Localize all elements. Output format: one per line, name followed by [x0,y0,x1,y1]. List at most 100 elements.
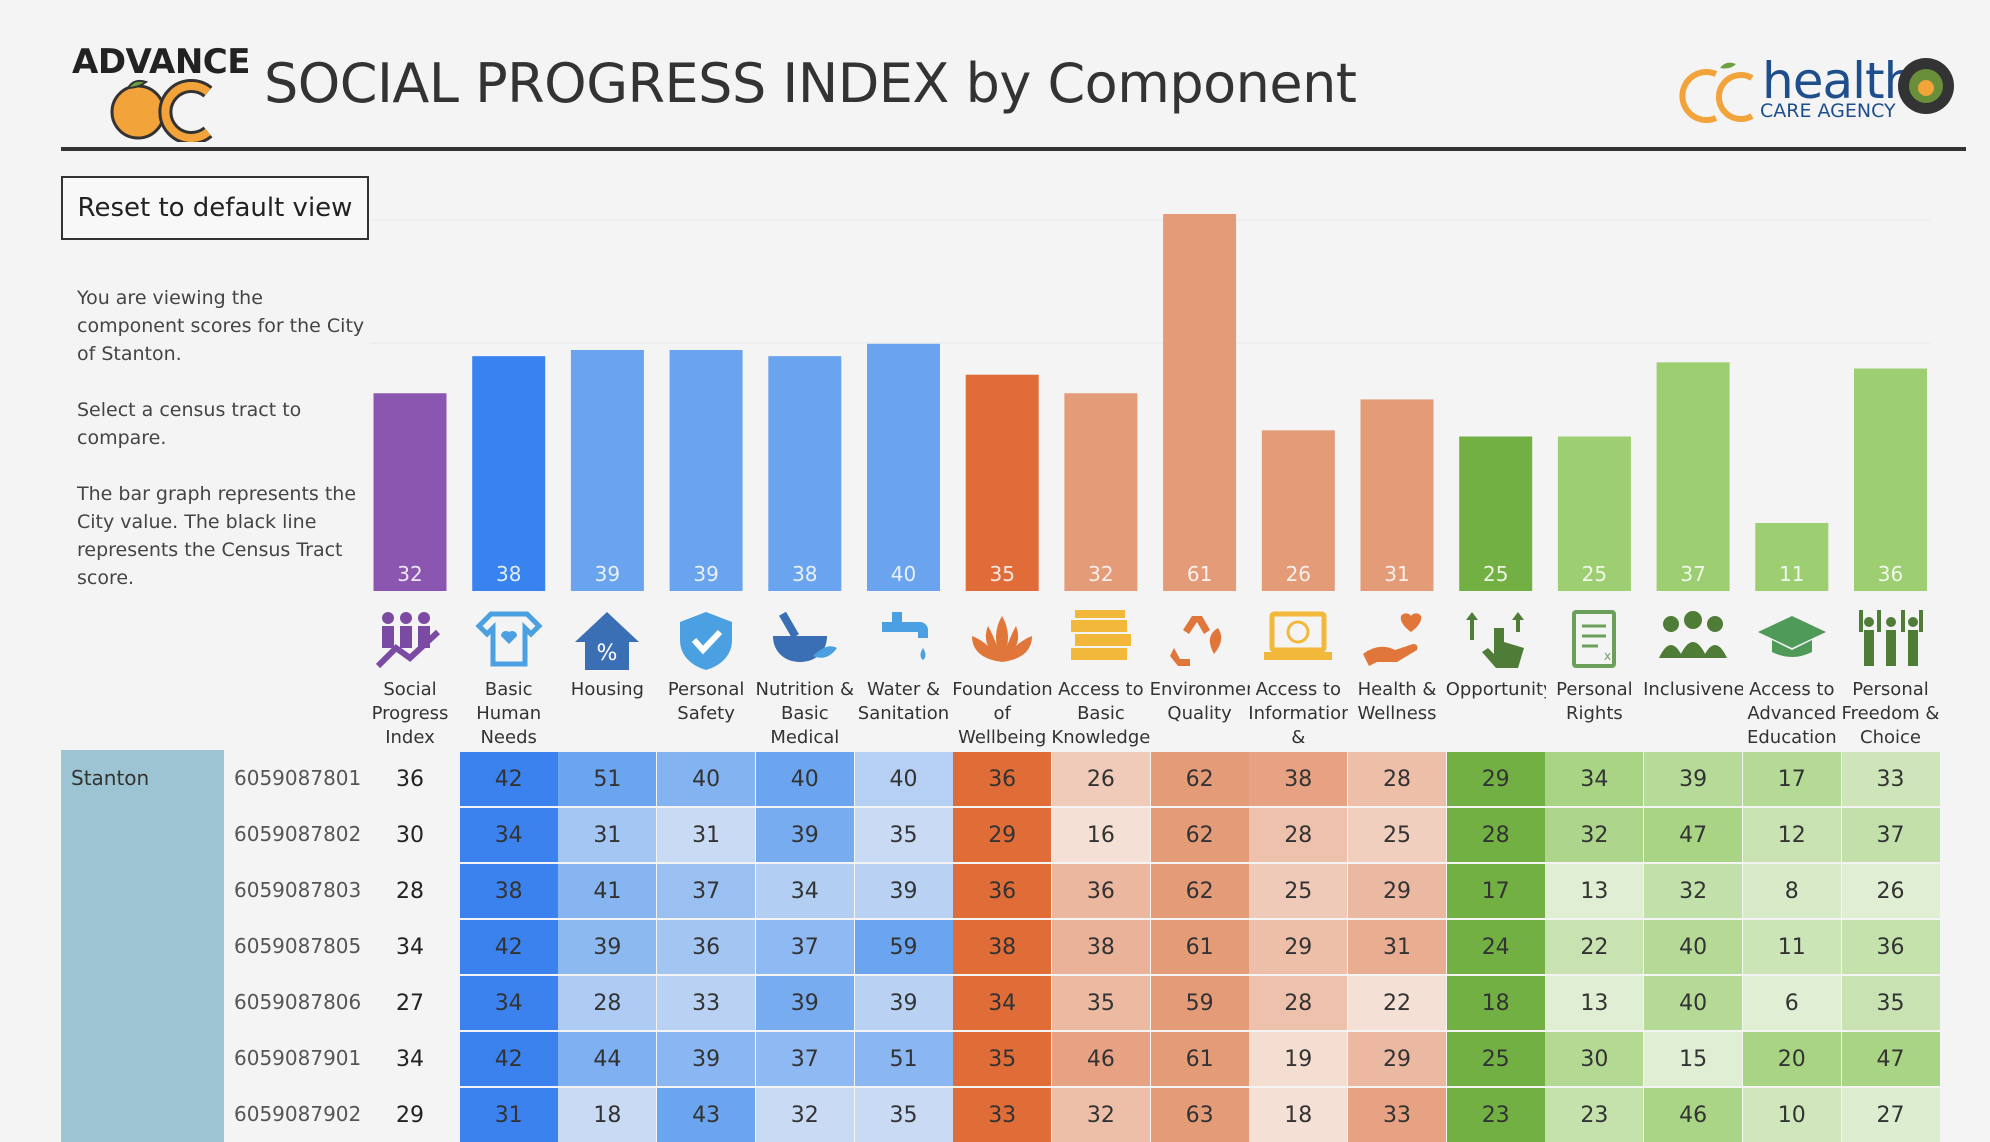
spi-value[interactable]: 27 [396,990,424,1016]
spi-value[interactable]: 34 [396,1046,424,1072]
table-cell[interactable]: 37 [1841,808,1940,862]
table-cell[interactable]: 44 [558,1032,657,1086]
table-cell[interactable]: 30 [1545,1032,1644,1086]
table-cell[interactable]: 51 [854,1032,953,1086]
table-cell[interactable]: 34 [459,976,558,1030]
bar-5[interactable] [867,343,940,591]
table-cell[interactable]: 31 [1348,920,1446,974]
table-cell[interactable]: 20 [1742,1032,1841,1086]
bar-0[interactable] [373,393,447,591]
table-cell[interactable]: 36 [953,864,1052,918]
table-cell[interactable]: 34 [755,864,854,918]
tract-id[interactable]: 6059087803 [234,878,362,902]
city-cell[interactable]: Stanton [61,750,224,1142]
table-cell[interactable]: 19 [1249,1032,1348,1086]
table-cell[interactable]: 33 [1348,1088,1446,1142]
table-cell[interactable]: 46 [1644,1088,1743,1142]
table-cell[interactable]: 32 [1545,808,1644,862]
bar-2[interactable] [570,349,644,591]
table-cell[interactable]: 61 [1150,920,1249,974]
table-cell[interactable]: 32 [1644,864,1743,918]
table-cell[interactable]: 42 [459,752,558,806]
table-cell[interactable]: 34 [459,808,558,862]
table-cell[interactable]: 40 [854,752,953,806]
bar-11[interactable] [1459,436,1533,592]
table-cell[interactable]: 37 [755,920,854,974]
table-cell[interactable]: 18 [1446,976,1545,1030]
table-cell[interactable]: 35 [1841,976,1940,1030]
table-cell[interactable]: 63 [1150,1088,1249,1142]
table-cell[interactable]: 28 [558,976,657,1030]
table-cell[interactable]: 25 [1446,1032,1545,1086]
bar-4[interactable] [768,356,842,591]
table-cell[interactable]: 26 [1841,864,1940,918]
table-cell[interactable]: 13 [1545,976,1644,1030]
table-cell[interactable]: 41 [558,864,657,918]
table-cell[interactable]: 46 [1051,1032,1150,1086]
table-cell[interactable]: 42 [459,1032,558,1086]
spi-value[interactable]: 29 [396,1102,424,1128]
table-cell[interactable]: 62 [1150,752,1249,806]
table-cell[interactable]: 29 [953,808,1052,862]
table-cell[interactable]: 38 [1051,920,1150,974]
table-cell[interactable]: 33 [657,976,756,1030]
table-cell[interactable]: 34 [1545,752,1644,806]
table-cell[interactable]: 36 [657,920,756,974]
spi-value[interactable]: 36 [396,766,424,792]
table-cell[interactable]: 39 [854,976,953,1030]
table-cell[interactable]: 51 [558,752,657,806]
table-cell[interactable]: 38 [1249,752,1348,806]
table-cell[interactable]: 59 [854,920,953,974]
table-cell[interactable]: 10 [1742,1088,1841,1142]
table-cell[interactable]: 32 [755,1088,854,1142]
bar-9[interactable] [1261,430,1335,591]
table-cell[interactable]: 18 [558,1088,657,1142]
table-cell[interactable]: 35 [953,1032,1052,1086]
tract-id[interactable]: 6059087805 [234,934,362,958]
bar-8[interactable] [1163,214,1237,591]
table-cell[interactable]: 23 [1446,1088,1545,1142]
bar-10[interactable] [1360,399,1434,591]
table-cell[interactable]: 31 [558,808,657,862]
table-cell[interactable]: 23 [1545,1088,1644,1142]
table-cell[interactable]: 28 [1249,808,1348,862]
table-cell[interactable]: 11 [1742,920,1841,974]
bar-14[interactable] [1755,523,1829,591]
table-cell[interactable]: 13 [1545,864,1644,918]
table-cell[interactable]: 28 [1348,752,1446,806]
table-cell[interactable]: 43 [657,1088,756,1142]
bar-12[interactable] [1557,436,1631,592]
table-cell[interactable]: 42 [459,920,558,974]
table-cell[interactable]: 25 [1348,808,1446,862]
table-cell[interactable]: 16 [1051,808,1150,862]
bar-3[interactable] [669,349,743,591]
table-cell[interactable]: 62 [1150,864,1249,918]
table-cell[interactable]: 22 [1348,976,1446,1030]
table-cell[interactable]: 62 [1150,808,1249,862]
table-cell[interactable]: 39 [755,808,854,862]
table-cell[interactable]: 33 [1841,752,1940,806]
table-cell[interactable]: 35 [1051,976,1150,1030]
table-cell[interactable]: 22 [1545,920,1644,974]
tract-id[interactable]: 6059087902 [234,1102,362,1126]
bar-13[interactable] [1656,362,1730,591]
table-cell[interactable]: 29 [1348,864,1446,918]
table-cell[interactable]: 37 [755,1032,854,1086]
tract-id[interactable]: 6059087901 [234,1046,362,1070]
table-cell[interactable]: 25 [1249,864,1348,918]
table-cell[interactable]: 33 [953,1088,1052,1142]
table-cell[interactable]: 29 [1348,1032,1446,1086]
table-cell[interactable]: 40 [1644,976,1743,1030]
table-cell[interactable]: 8 [1742,864,1841,918]
table-cell[interactable]: 38 [459,864,558,918]
table-cell[interactable]: 47 [1841,1032,1940,1086]
table-cell[interactable]: 27 [1841,1088,1940,1142]
spi-value[interactable]: 30 [396,822,424,848]
table-cell[interactable]: 61 [1150,1032,1249,1086]
table-cell[interactable]: 47 [1644,808,1743,862]
table-cell[interactable]: 36 [953,752,1052,806]
reset-view-button[interactable]: Reset to default view [61,176,369,240]
table-cell[interactable]: 31 [459,1088,558,1142]
table-cell[interactable]: 15 [1644,1032,1743,1086]
bar-1[interactable] [472,356,546,591]
